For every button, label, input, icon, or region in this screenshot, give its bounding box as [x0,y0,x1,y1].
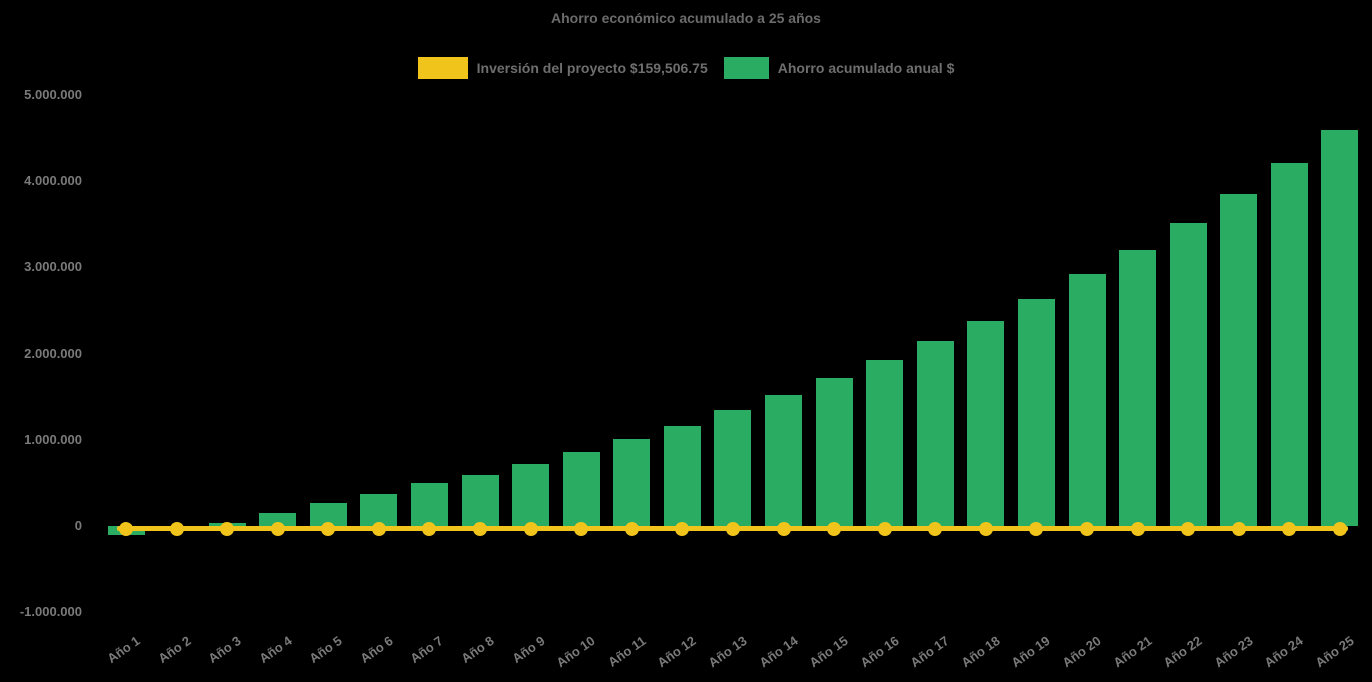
investment-line-point[interactable] [119,521,133,536]
legend-item-inversion[interactable]: Inversión del proyecto $159,506.75 [417,57,708,79]
investment-line-point[interactable] [978,521,993,536]
legend-label-ahorro: Ahorro acumulado anual $ [777,60,955,76]
bar-año-24[interactable] [1270,163,1308,526]
legend-swatch-ahorro-icon [723,57,769,79]
investment-line-point[interactable] [220,521,235,536]
bar-año-17[interactable] [916,341,954,526]
investment-line-point[interactable] [1181,521,1196,536]
investment-line-point[interactable] [877,521,892,536]
bar-año-7[interactable] [410,482,448,526]
bar-año-18[interactable] [967,320,1005,526]
investment-line-point[interactable] [928,521,943,536]
bar-año-11[interactable] [613,438,651,526]
bar-año-19[interactable] [1017,298,1055,526]
legend-item-ahorro[interactable]: Ahorro acumulado anual $ [723,57,955,79]
bar-año-8[interactable] [461,474,499,526]
investment-line-point[interactable] [1130,521,1145,536]
bar-año-22[interactable] [1169,222,1207,526]
chart-title: Ahorro económico acumulado a 25 años [551,10,821,26]
y-axis-tick-label: -1.000.000 [19,604,82,620]
legend: Inversión del proyecto $159,506.75 Ahorr… [0,57,1372,79]
investment-line-point[interactable] [371,521,386,536]
y-axis-tick-label: 4.000.000 [24,173,82,189]
bar-año-9[interactable] [512,463,550,526]
legend-label-inversion: Inversión del proyecto $159,506.75 [476,60,708,76]
bar-año-25[interactable] [1321,129,1359,526]
investment-line-point[interactable] [270,521,285,536]
bar-año-14[interactable] [765,395,803,526]
bar-año-5[interactable] [309,503,347,526]
legend-swatch-inversion-icon [417,57,468,79]
bar-año-20[interactable] [1068,273,1106,526]
investment-line-point[interactable] [827,521,842,536]
investment-line-point[interactable] [1080,521,1095,536]
y-axis-tick-label: 1.000.000 [24,431,82,447]
bar-año-6[interactable] [360,494,398,526]
bar-año-10[interactable] [562,451,600,526]
y-axis-tick-label: 0 [74,518,82,533]
investment-line-point[interactable] [169,521,184,536]
y-axis-tick-label: 2.000.000 [24,345,82,361]
bar-año-4[interactable] [259,512,297,526]
investment-line-point[interactable] [1029,521,1044,536]
bar-año-12[interactable] [663,425,701,526]
y-axis-tick-label: 5.000.000 [24,87,82,102]
investment-line-point[interactable] [321,521,336,536]
bar-año-21[interactable] [1119,250,1157,526]
x-axis-tick-label: Año 1 [104,633,143,667]
investment-line-point[interactable] [523,521,538,536]
investment-line-point[interactable] [624,521,639,536]
investment-line-point[interactable] [574,521,589,536]
investment-line-point[interactable] [675,521,690,536]
investment-line-point[interactable] [725,521,740,536]
bar-año-16[interactable] [866,360,904,526]
investment-line-point[interactable] [1231,521,1246,536]
investment-line-point[interactable] [1332,521,1347,536]
y-axis-tick-label: 3.000.000 [24,259,82,275]
bar-año-13[interactable] [714,410,752,526]
bar-año-23[interactable] [1220,194,1258,526]
investment-line-point[interactable] [776,521,791,536]
investment-line-point[interactable] [422,521,437,536]
investment-line-point[interactable] [473,521,488,536]
investment-line-point[interactable] [1282,521,1297,536]
bar-año-15[interactable] [815,378,853,526]
